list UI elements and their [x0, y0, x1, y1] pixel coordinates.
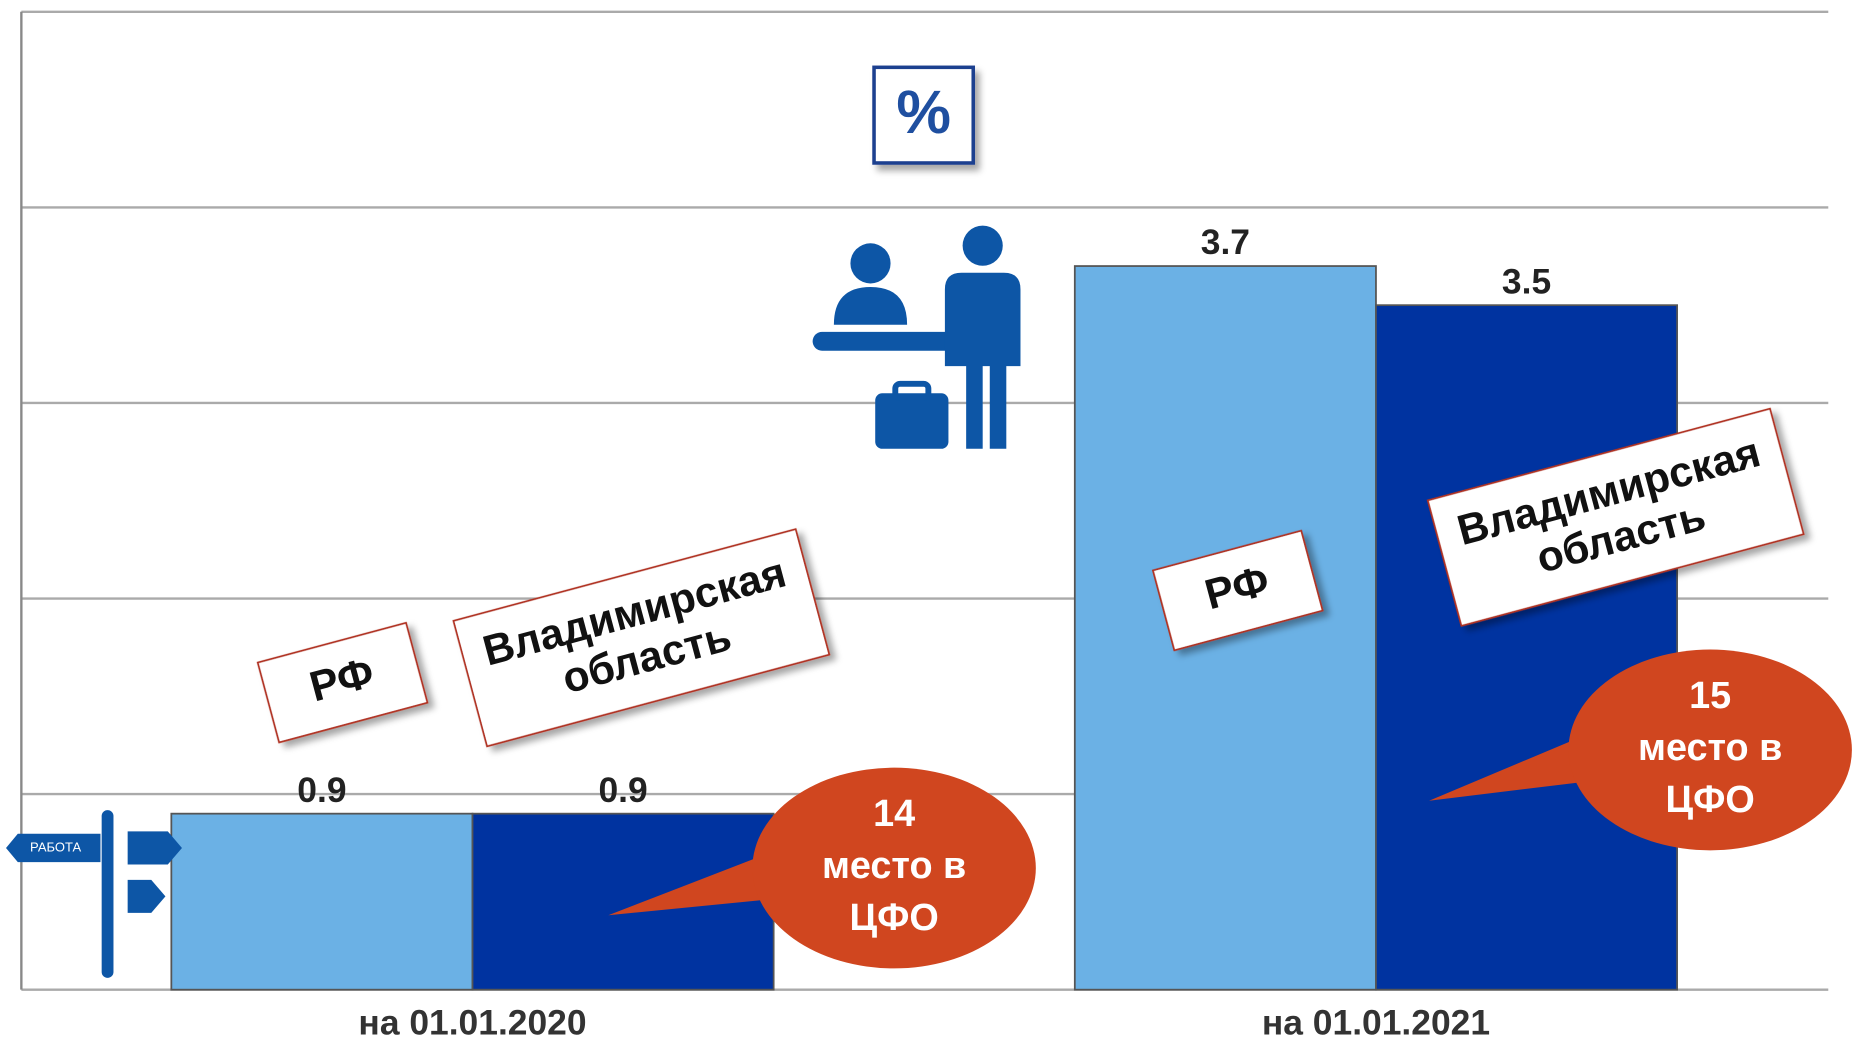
value-label: 0.9 — [598, 770, 647, 810]
callout-text: 14 — [873, 793, 915, 835]
value-label: 0.9 — [297, 770, 346, 810]
unit-box — [872, 65, 976, 165]
x-tick-label: на 01.01.2020 — [358, 1002, 586, 1042]
series-label: РФ — [1151, 529, 1324, 652]
series-label-box — [1426, 407, 1805, 627]
value-label: 3.7 — [1201, 222, 1250, 262]
callout-text: место в — [822, 845, 966, 887]
callout — [752, 767, 1036, 969]
signpost-icon: РАБОТА — [6, 810, 182, 978]
people-icon — [812, 225, 1021, 449]
series-label-box — [452, 528, 831, 748]
callout — [1568, 649, 1852, 851]
bar — [170, 812, 474, 991]
series-label: Владимирскаяобласть — [452, 528, 831, 748]
x-tick-label: на 01.01.2021 — [1262, 1002, 1490, 1042]
series-label: РФ — [256, 621, 429, 744]
callout-tail — [1429, 732, 1604, 801]
unit-label: % — [896, 78, 951, 147]
callout-text: ЦФО — [849, 897, 938, 939]
callout-text: 15 — [1689, 675, 1731, 717]
series-label-box — [1151, 529, 1324, 652]
series-label-box — [256, 621, 429, 744]
bar — [1375, 304, 1678, 991]
callout-text: место в — [1638, 727, 1782, 769]
callout-text: ЦФО — [1666, 779, 1755, 821]
callout-tail — [608, 850, 788, 916]
value-label: 3.5 — [1502, 261, 1551, 301]
sign-text: РАБОТА — [30, 839, 81, 854]
series-label: Владимирскаяобласть — [1426, 407, 1805, 627]
